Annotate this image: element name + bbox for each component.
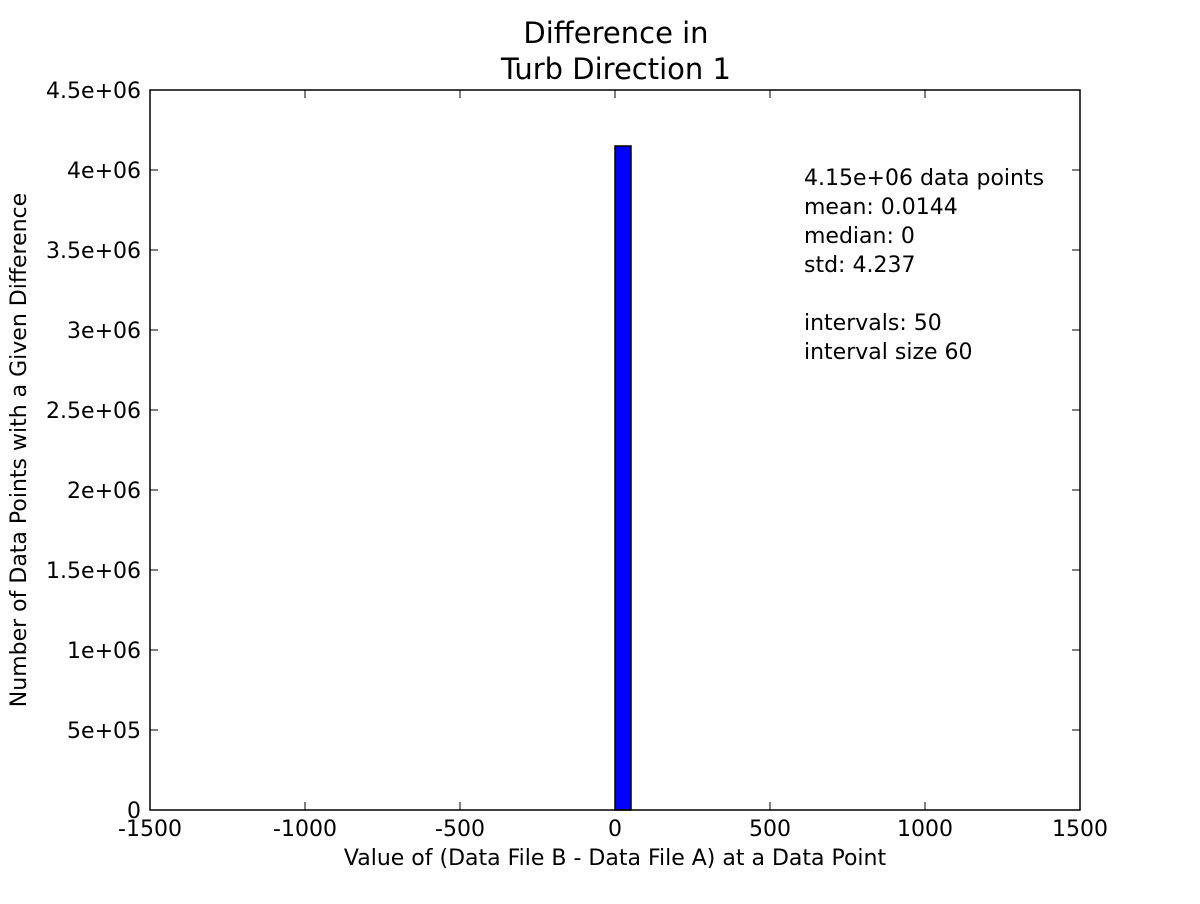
y-tick-label: 0 bbox=[127, 799, 141, 824]
y-tick-label: 3.5e+06 bbox=[46, 239, 141, 264]
y-tick-label: 5e+05 bbox=[67, 719, 141, 744]
chart-title-line1: Difference in bbox=[523, 16, 708, 50]
y-tick-label: 4e+06 bbox=[67, 159, 141, 184]
stats-std: std: 4.237 bbox=[804, 253, 916, 278]
x-tick-label: -1500 bbox=[118, 817, 182, 842]
x-tick-label: 1500 bbox=[1052, 817, 1108, 842]
stats-median: median: 0 bbox=[804, 224, 915, 249]
stats-count: 4.15e+06 data points bbox=[804, 166, 1045, 191]
bars-layer bbox=[614, 145, 632, 811]
stats-mean: mean: 0.0144 bbox=[804, 195, 958, 220]
x-tick-label: 500 bbox=[749, 817, 791, 842]
x-axis-label: Value of (Data File B - Data File A) at … bbox=[344, 846, 887, 871]
stats-annotation: 4.15e+06 data points mean: 0.0144 median: … bbox=[804, 164, 1044, 367]
chart-title-line2: Turb Direction 1 bbox=[500, 52, 731, 86]
y-tick-label: 3e+06 bbox=[67, 319, 141, 344]
x-tick-label: 1000 bbox=[897, 817, 953, 842]
x-tick-label: -500 bbox=[435, 817, 485, 842]
x-tick-label: 0 bbox=[608, 817, 622, 842]
y-tick-label: 2e+06 bbox=[67, 479, 141, 504]
stats-intervals: intervals: 50 bbox=[804, 311, 942, 336]
y-tick-label: 1e+06 bbox=[67, 639, 141, 664]
ticks-layer: -1500 -1000 -500 0 500 1000 1500 0 5e+05 1e+06 1.5… bbox=[46, 79, 1108, 842]
y-tick-label: 4.5e+06 bbox=[46, 79, 141, 104]
y-tick-label: 1.5e+06 bbox=[46, 559, 141, 584]
stats-interval-size: interval size 60 bbox=[804, 340, 973, 365]
histogram-bar bbox=[614, 145, 632, 811]
stats-spacer bbox=[804, 280, 1044, 309]
x-tick-label: -1000 bbox=[273, 817, 337, 842]
y-axis-label: Number of Data Points with a Given Diffe… bbox=[7, 193, 32, 707]
y-tick-label: 2.5e+06 bbox=[46, 399, 141, 424]
